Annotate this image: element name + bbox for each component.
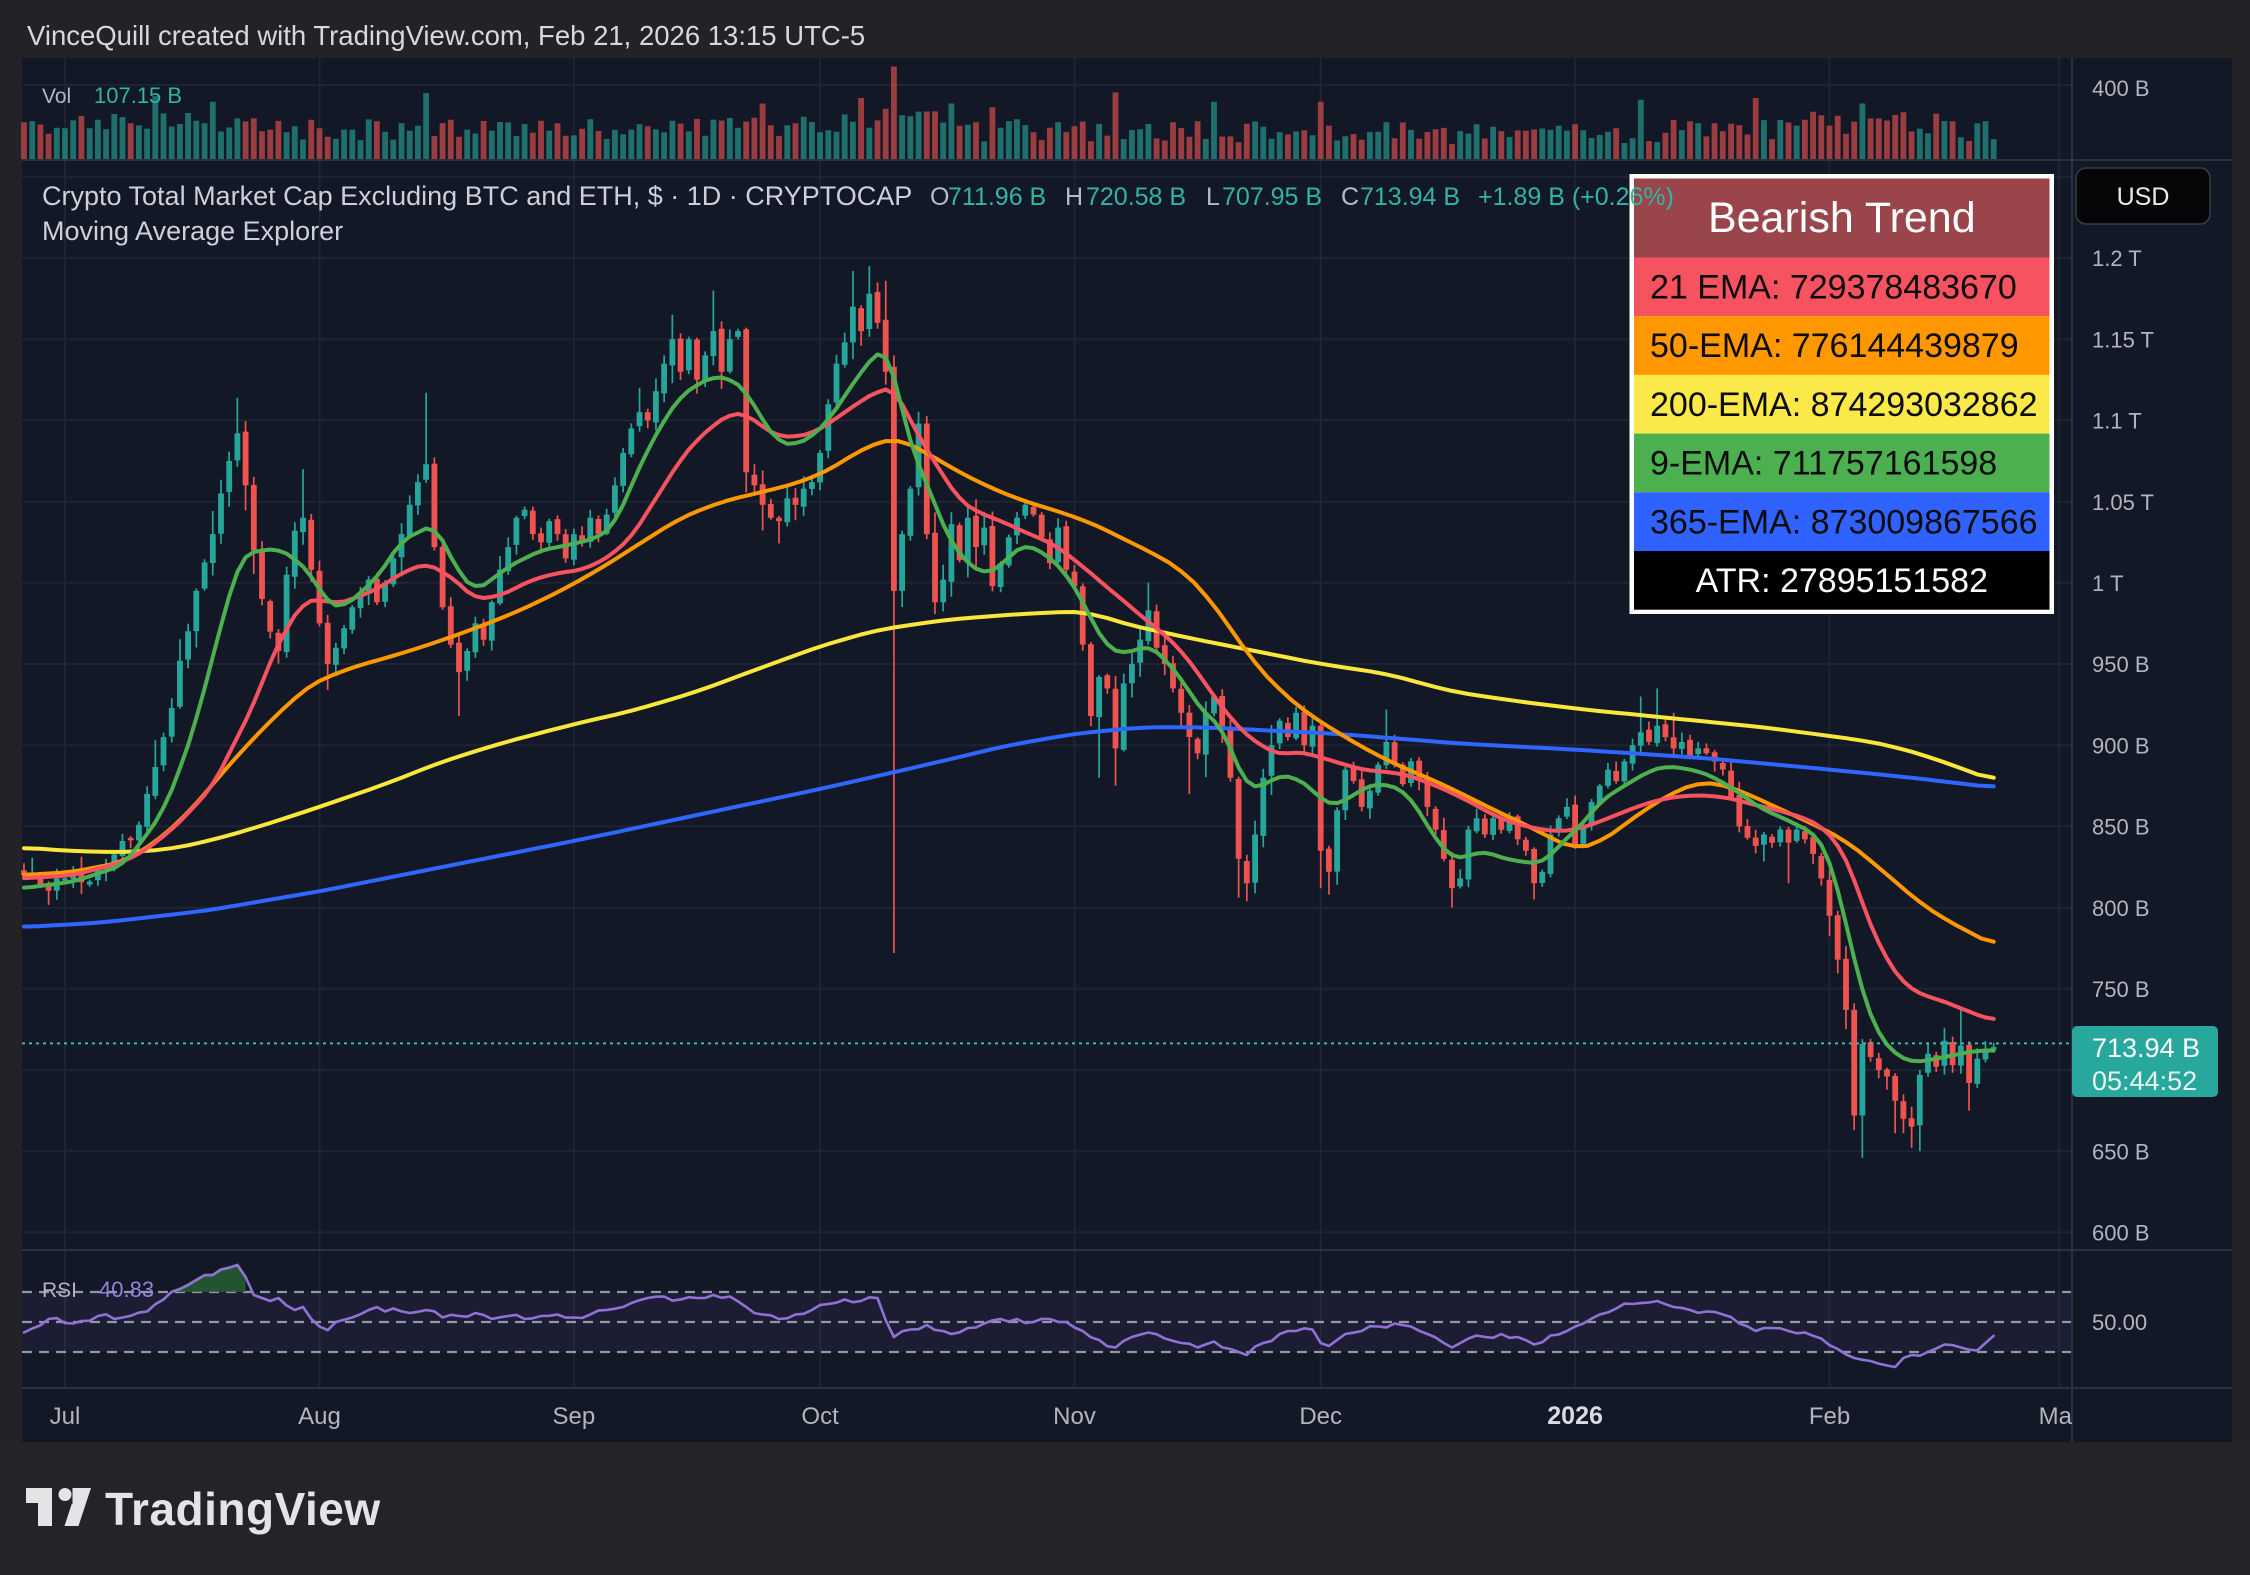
svg-text:Feb: Feb (1809, 1403, 1850, 1430)
svg-text:750 B: 750 B (2092, 977, 2150, 1002)
svg-text:21 EMA: 729378483670: 21 EMA: 729378483670 (1650, 269, 2017, 307)
svg-text:800 B: 800 B (2092, 896, 2150, 921)
svg-text:707.95 B: 707.95 B (1222, 183, 1322, 211)
svg-text:Dec: Dec (1299, 1403, 1342, 1430)
svg-text:50.00: 50.00 (2092, 1310, 2147, 1335)
svg-text:720.58 B: 720.58 B (1086, 183, 1186, 211)
svg-text:Crypto Total Market Cap Exclud: Crypto Total Market Cap Excluding BTC an… (42, 181, 912, 211)
svg-text:+1.89 B (+0.26%): +1.89 B (+0.26%) (1478, 183, 1674, 211)
svg-text:713.94 B: 713.94 B (2092, 1033, 2200, 1063)
svg-text:O: O (930, 183, 949, 211)
svg-text:9-EMA: 711757161598: 9-EMA: 711757161598 (1650, 445, 1997, 483)
svg-text:Mar: Mar (2039, 1403, 2080, 1430)
svg-text:VinceQuill created with Tradin: VinceQuill created with TradingView.com,… (27, 20, 865, 51)
svg-text:Bearish Trend: Bearish Trend (1708, 194, 1976, 242)
svg-text:RSI: RSI (42, 1279, 77, 1302)
svg-text:400 B: 400 B (2092, 76, 2150, 101)
svg-text:1.05 T: 1.05 T (2092, 490, 2154, 515)
svg-text:1.15 T: 1.15 T (2092, 327, 2154, 352)
svg-text:L: L (1206, 183, 1220, 211)
svg-text:850 B: 850 B (2092, 815, 2150, 840)
svg-text:365-EMA: 873009867566: 365-EMA: 873009867566 (1650, 503, 2038, 541)
svg-text:Oct: Oct (801, 1403, 839, 1430)
svg-text:900 B: 900 B (2092, 733, 2150, 758)
svg-text:600 B: 600 B (2092, 1221, 2150, 1246)
svg-text:C: C (1341, 183, 1359, 211)
svg-text:1.1 T: 1.1 T (2092, 409, 2142, 434)
svg-text:40.83: 40.83 (99, 1277, 154, 1302)
svg-text:TradingView: TradingView (105, 1483, 381, 1535)
svg-text:713.94 B: 713.94 B (1360, 183, 1460, 211)
svg-text:107.15 B: 107.15 B (94, 83, 182, 108)
svg-text:711.96 B: 711.96 B (948, 183, 1046, 211)
svg-text:200-EMA: 874293032862: 200-EMA: 874293032862 (1650, 386, 2038, 424)
svg-text:USD: USD (2117, 183, 2170, 211)
svg-text:H: H (1065, 183, 1083, 211)
svg-text:1 T: 1 T (2092, 571, 2123, 596)
svg-text:650 B: 650 B (2092, 1139, 2150, 1164)
svg-text:Jul: Jul (50, 1403, 81, 1430)
svg-text:Sep: Sep (553, 1403, 596, 1430)
svg-text:ATR: 27895151582: ATR: 27895151582 (1696, 562, 1988, 600)
svg-text:Aug: Aug (298, 1403, 341, 1430)
svg-text:50-EMA: 776144439879: 50-EMA: 776144439879 (1650, 327, 2019, 365)
svg-text:Nov: Nov (1053, 1403, 1096, 1430)
svg-text:Vol: Vol (42, 85, 71, 108)
svg-text:950 B: 950 B (2092, 652, 2150, 677)
svg-text:1.2 T: 1.2 T (2092, 246, 2142, 271)
svg-text:05:44:52: 05:44:52 (2092, 1066, 2197, 1096)
svg-text:Moving Average Explorer: Moving Average Explorer (42, 216, 343, 246)
svg-text:2026: 2026 (1547, 1402, 1603, 1430)
